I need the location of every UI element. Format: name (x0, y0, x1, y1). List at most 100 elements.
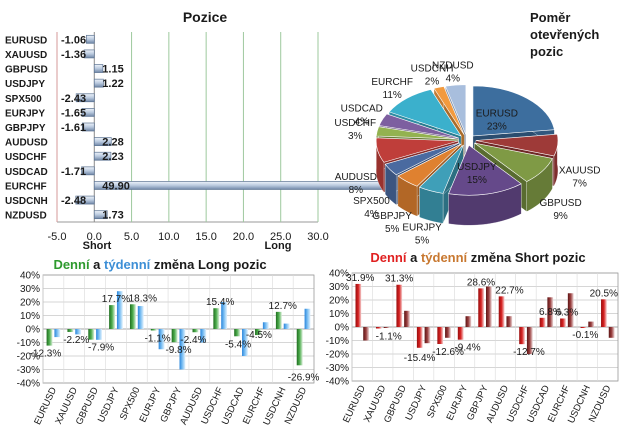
short-change-chart: Denní a týdenní změna Short pozic 31.9% -… (326, 250, 619, 425)
data-label: -15.4% (404, 353, 436, 364)
pie-slice-label: EURCHF (371, 77, 413, 88)
long-change-x-tick-labels: EURUSDXAUUSDGBPUSDUSDJPYSPX500EURJPYGBPJ… (32, 385, 309, 427)
daily-change-bar (580, 327, 587, 328)
data-label: -12.6% (432, 347, 464, 358)
data-label: -1.1% (145, 333, 171, 344)
pie-slice-label: GBPJPY (372, 211, 412, 222)
daily-change-bar (519, 327, 525, 345)
pie-slice (375, 137, 459, 163)
pie-slice-tops (375, 84, 559, 196)
daily-change-bar (498, 296, 505, 327)
long-change-title: Denní a týdenní změna Long pozic (53, 257, 266, 272)
pie-slice (384, 142, 460, 176)
ratio-pie-title-line-1: Poměr (530, 10, 570, 25)
data-label: 17.7% (102, 294, 130, 305)
pie-slice (474, 142, 553, 182)
weekly-change-bar (506, 316, 513, 327)
x-tick-label: 15.0 (195, 231, 216, 243)
category-label: EURCHF (5, 181, 47, 192)
pie-slice-label: EURJPY (402, 222, 442, 233)
y-tick-label: 20% (20, 298, 40, 309)
weekly-change-bar (304, 308, 311, 329)
title-part: týdenní (104, 257, 151, 272)
pie-slice (397, 143, 462, 187)
value-label: 2.23 (102, 151, 123, 163)
pie-slice (388, 89, 462, 137)
weekly-change-bar (75, 329, 82, 335)
data-label: 31.9% (346, 273, 374, 284)
short-change-x-tick-labels: EURUSDXAUUSDGBPUSDUSDJPYSPX500EURJPYGBPJ… (341, 383, 614, 425)
y-tick-label: 0% (26, 325, 41, 336)
value-label: -2.43 (61, 93, 86, 105)
x-tick-label: 30.0 (307, 231, 328, 243)
daily-change-bar (416, 327, 423, 348)
category-label: XAUUSD (5, 50, 47, 61)
pie-slice (475, 133, 559, 157)
data-label: 6.3% (555, 307, 578, 318)
y-tick-label: 40% (329, 269, 349, 280)
position-bar (81, 166, 95, 176)
short-change-data-labels: 31.9% -1.1% 31.3% -15.4%-12.6%-9.4% 28.6%22.… (346, 273, 618, 364)
long-label: Long (265, 240, 292, 252)
daily-change-bar (375, 327, 382, 329)
y-tick-label: 10% (329, 309, 349, 320)
daily-change-bar (296, 329, 303, 366)
short-change-bars (355, 283, 615, 354)
y-tick-label: 30% (20, 284, 40, 295)
value-label: -2.48 (61, 195, 86, 207)
category-label: GBPUSD (5, 65, 48, 76)
x-tick-label: 5.0 (124, 231, 139, 243)
daily-change-bar (129, 304, 136, 329)
data-label: -5.4% (225, 339, 251, 350)
position-bar (75, 195, 95, 205)
pie-slice-label: SPX500 (353, 196, 390, 207)
weekly-change-bar (283, 323, 290, 329)
long-change-grid (42, 274, 315, 384)
data-label: -12.7% (513, 347, 545, 358)
weekly-change-bar (404, 310, 410, 327)
value-label: 1.15 (102, 64, 123, 76)
pie-slice (375, 126, 459, 140)
y-tick-label: 0% (335, 323, 350, 334)
y-tick-label: 30% (329, 282, 349, 293)
ratio-pie-title-line-3: pozic (530, 44, 563, 59)
daily-change-bar (539, 317, 546, 327)
data-label: -9.4% (454, 343, 480, 354)
short-change-title: Denní a týdenní změna Short pozic (370, 250, 585, 265)
category-label: EURJPY (5, 108, 45, 119)
title-part: Denní (53, 257, 90, 272)
position-bar (75, 93, 95, 103)
weekly-change-bar (383, 327, 390, 328)
title-part: a (90, 257, 104, 272)
daily-change-bar (396, 284, 403, 327)
data-label: -12.3% (30, 349, 62, 360)
daily-change-bar (478, 288, 484, 327)
y-tick-label: -20% (17, 352, 40, 363)
category-label: USDJPY (5, 79, 45, 90)
positions-chart: Pozice EURUSDXAUUSDGBPUSDUSDJPYSPX500EUR… (5, 9, 467, 252)
short-label: Short (83, 240, 112, 252)
data-label: -2.4% (180, 335, 206, 346)
pie-slice-percent: 4% (355, 117, 370, 128)
weekly-change-bar (242, 329, 248, 356)
pie-slice-labels: EURUSD 23% XAUUSD 7% GBPUSD 9% USDJPY 15% EURJPY… (334, 61, 600, 247)
pie-slice (448, 144, 522, 196)
daily-change-bar (171, 329, 178, 343)
weekly-change-bar (588, 321, 595, 327)
pie-slice-percent: 7% (572, 178, 587, 189)
title-part: změna Long pozic (150, 257, 266, 272)
daily-change-bar (457, 327, 464, 340)
positions-chart-title: Pozice (183, 9, 228, 25)
data-label: 28.6% (467, 277, 495, 288)
data-label: 12.7% (269, 301, 297, 312)
data-label: -2.2% (63, 335, 89, 346)
y-tick-label: -10% (326, 336, 349, 347)
pie-slice-percent: 23% (487, 121, 507, 132)
positions-category-labels: EURUSD XAUUSD GBPUSD USDJPY SPX500 EURJPY GBPJ… (5, 35, 48, 221)
weekly-change-bar (221, 302, 228, 329)
weekly-change-bar (567, 293, 574, 327)
weekly-change-bar (262, 322, 269, 329)
y-tick-label: -40% (326, 377, 349, 388)
data-label: 6.8% (539, 307, 562, 318)
